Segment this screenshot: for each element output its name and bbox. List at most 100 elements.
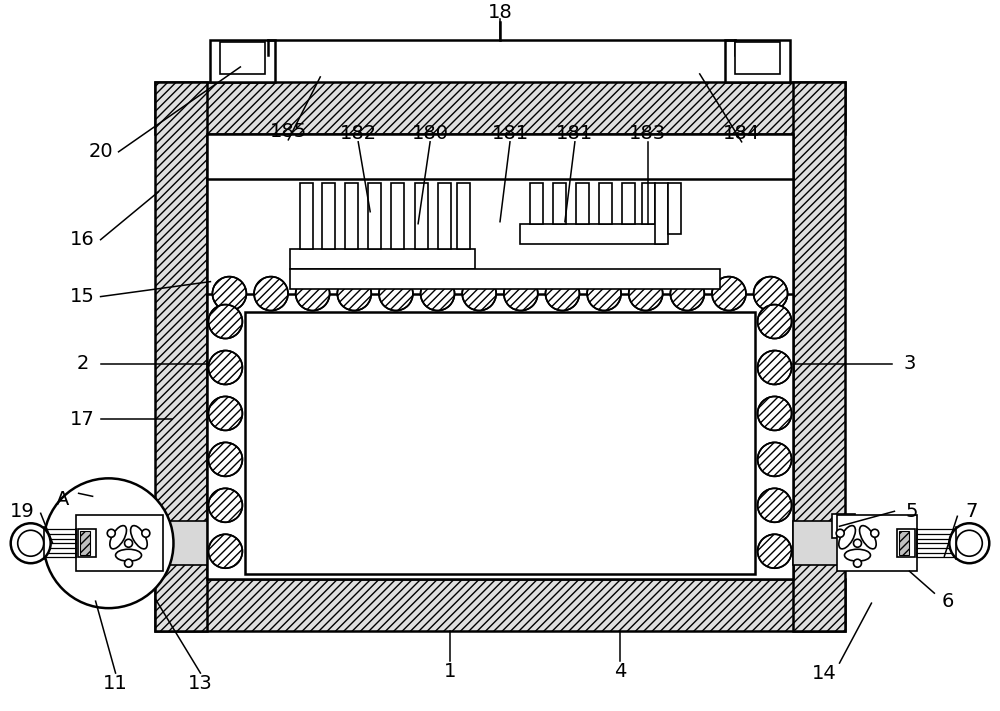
Bar (553, 183, 566, 224)
Bar (391, 183, 404, 249)
Text: 13: 13 (188, 673, 213, 693)
Bar (78, 529, 96, 557)
Circle shape (208, 397, 242, 430)
Circle shape (125, 560, 133, 567)
Bar (155, 579, 845, 631)
Bar (897, 529, 915, 557)
Bar (832, 514, 855, 538)
Bar (76, 515, 163, 571)
Bar (642, 183, 655, 224)
Circle shape (44, 479, 173, 608)
Circle shape (462, 277, 496, 311)
Ellipse shape (839, 525, 855, 549)
Ellipse shape (110, 525, 126, 549)
Circle shape (421, 277, 455, 311)
Text: 18: 18 (488, 3, 512, 21)
Text: 180: 180 (412, 124, 449, 144)
Text: 7: 7 (965, 502, 978, 520)
Text: 1: 1 (444, 661, 456, 680)
Text: 17: 17 (70, 410, 95, 429)
Bar (207, 134, 793, 579)
Circle shape (758, 397, 792, 430)
Bar (725, 40, 790, 82)
Ellipse shape (131, 525, 147, 549)
Bar (155, 82, 207, 631)
Text: 181: 181 (491, 124, 529, 144)
Text: 184: 184 (723, 124, 760, 144)
Text: 6: 6 (941, 592, 954, 611)
Text: 20: 20 (88, 142, 113, 161)
Circle shape (758, 351, 792, 385)
Circle shape (758, 488, 792, 523)
Bar (599, 183, 612, 224)
Bar (80, 531, 90, 555)
Circle shape (712, 277, 746, 311)
Bar (290, 269, 720, 289)
Circle shape (296, 277, 330, 311)
Circle shape (956, 530, 982, 556)
Text: 4: 4 (614, 661, 626, 680)
Bar (655, 183, 668, 244)
Bar (793, 82, 845, 631)
Text: 16: 16 (70, 230, 95, 249)
Bar (457, 183, 470, 249)
Circle shape (337, 277, 371, 311)
Circle shape (629, 277, 663, 311)
Circle shape (11, 523, 51, 563)
Circle shape (758, 442, 792, 476)
Bar (622, 183, 635, 224)
Bar (155, 82, 845, 134)
Text: 5: 5 (905, 502, 918, 520)
Bar (210, 40, 275, 82)
Bar (837, 515, 917, 571)
Circle shape (504, 277, 538, 311)
Text: 19: 19 (10, 502, 35, 520)
Circle shape (379, 277, 413, 311)
Circle shape (670, 277, 704, 311)
Circle shape (949, 523, 989, 563)
Bar (220, 42, 265, 74)
Bar (530, 183, 543, 224)
Circle shape (836, 529, 844, 538)
Circle shape (208, 442, 242, 476)
Circle shape (587, 277, 621, 311)
Text: 2: 2 (76, 354, 89, 373)
Bar (368, 183, 381, 249)
Text: 15: 15 (70, 287, 95, 306)
Bar (322, 183, 335, 249)
Circle shape (853, 539, 861, 547)
Circle shape (142, 529, 150, 538)
Bar (576, 183, 589, 224)
Circle shape (107, 529, 115, 538)
Ellipse shape (860, 525, 876, 549)
Circle shape (754, 277, 788, 311)
Ellipse shape (845, 549, 870, 561)
Circle shape (208, 304, 242, 338)
Bar (153, 521, 207, 565)
Ellipse shape (116, 549, 142, 561)
Text: 185: 185 (270, 122, 307, 141)
Text: 14: 14 (812, 663, 837, 683)
Circle shape (208, 488, 242, 523)
Circle shape (758, 534, 792, 568)
Text: A: A (56, 490, 69, 509)
Bar (300, 183, 313, 249)
Text: 11: 11 (103, 673, 128, 693)
Circle shape (212, 277, 246, 311)
Circle shape (208, 534, 242, 568)
Bar (793, 521, 849, 565)
Circle shape (545, 277, 579, 311)
Bar (520, 224, 665, 244)
Circle shape (254, 277, 288, 311)
Circle shape (208, 351, 242, 385)
Bar (245, 311, 755, 574)
Circle shape (18, 530, 44, 556)
Bar (290, 249, 475, 269)
Text: 3: 3 (903, 354, 916, 373)
Bar (899, 531, 909, 555)
Bar (668, 183, 681, 234)
Bar (438, 183, 451, 249)
Text: 182: 182 (340, 124, 377, 144)
Bar (735, 42, 780, 74)
Text: 183: 183 (629, 124, 666, 144)
